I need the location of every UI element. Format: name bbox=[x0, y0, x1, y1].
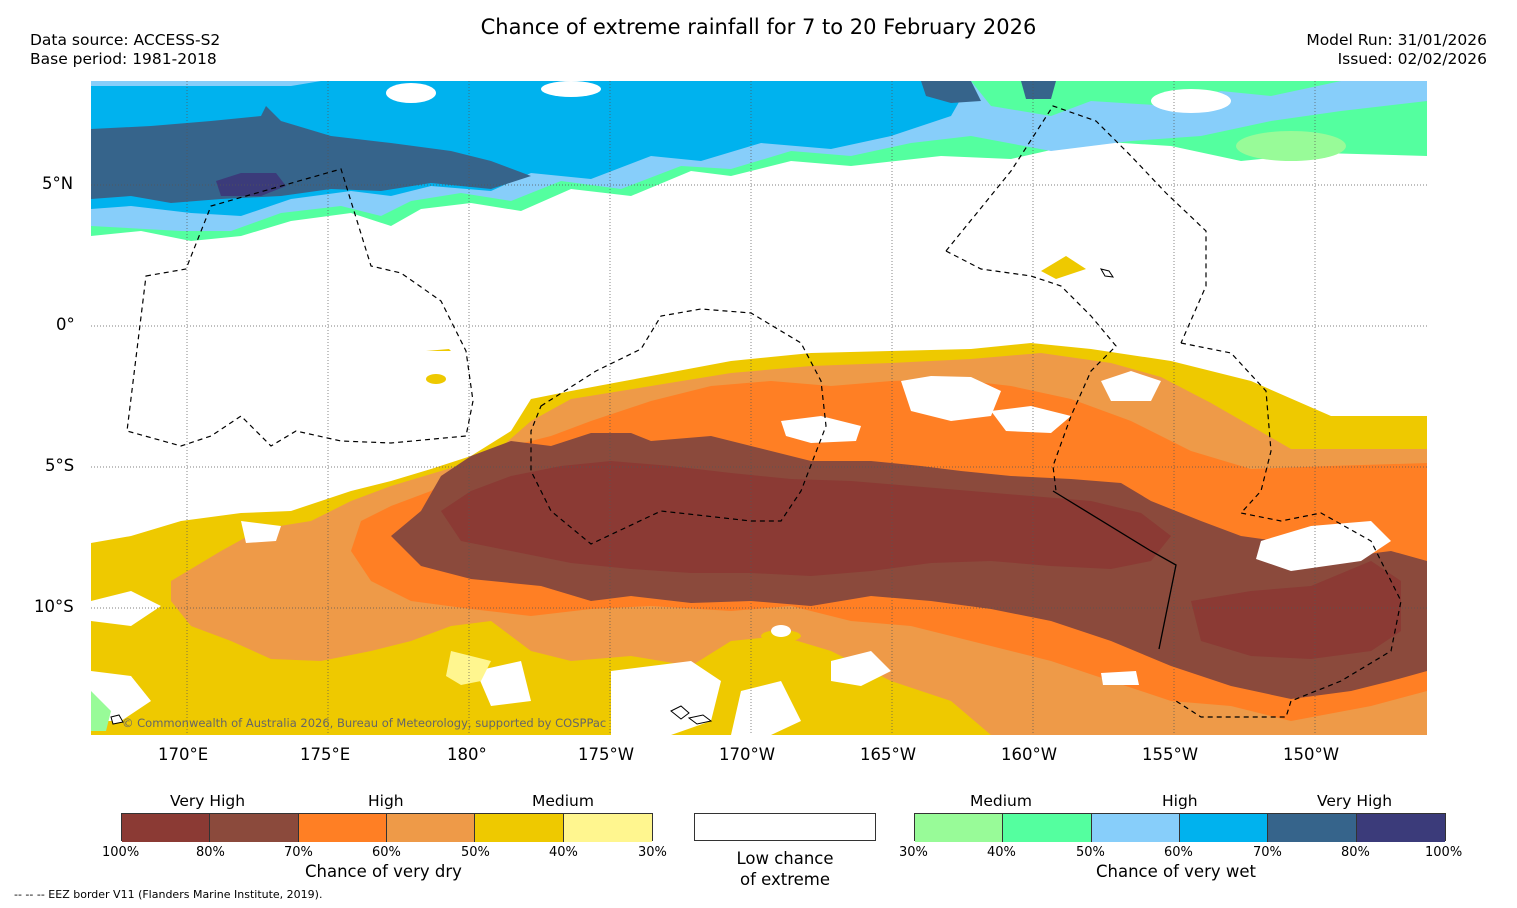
lon-label-160w: 160°W bbox=[1001, 745, 1058, 764]
lon-label-170w: 170°W bbox=[719, 745, 776, 764]
eez-borders bbox=[126, 105, 1402, 718]
legend-swatch bbox=[563, 814, 652, 842]
lon-label-180: 180° bbox=[447, 745, 487, 764]
legend-swatch bbox=[210, 814, 299, 842]
dry-tick: 70% bbox=[284, 845, 313, 860]
wet-tick: 80% bbox=[1341, 845, 1370, 860]
wet-cat-very-high: Very High bbox=[1317, 792, 1393, 810]
dry-tick: 40% bbox=[549, 845, 578, 860]
islands bbox=[110, 268, 1115, 725]
wet-caption: Chance of very wet bbox=[1096, 862, 1256, 881]
dry-vvhigh-region bbox=[441, 461, 1171, 576]
legend-swatch bbox=[475, 814, 564, 842]
wet-tick: 100% bbox=[1425, 845, 1463, 860]
legend-swatch bbox=[915, 814, 1004, 842]
low-chance-line1: Low chance bbox=[736, 849, 834, 868]
wet-top-region bbox=[216, 173, 286, 196]
legend-swatch bbox=[1003, 814, 1092, 842]
low-chance-swatch bbox=[694, 813, 876, 841]
lat-label-0: 0° bbox=[56, 315, 75, 334]
legend-swatch bbox=[1268, 814, 1357, 842]
low-chance-label: Low chance of extreme bbox=[694, 848, 876, 890]
lon-label-165w: 165°W bbox=[860, 745, 917, 764]
map-title: Chance of extreme rainfall for 7 to 20 F… bbox=[480, 15, 1037, 39]
model-run: Model Run: 31/01/2026 bbox=[1306, 31, 1487, 49]
dry-cat-very-high: Very High bbox=[170, 792, 246, 810]
lon-label-175w: 175°W bbox=[578, 745, 635, 764]
dry-tick: 50% bbox=[461, 845, 490, 860]
lon-label-155w: 155°W bbox=[1142, 745, 1199, 764]
lat-label-10s: 10°S bbox=[34, 597, 74, 616]
wet-vvhigh-region bbox=[91, 106, 531, 203]
low-chance-line2: of extreme bbox=[739, 870, 831, 889]
base-period: Base period: 1981-2018 bbox=[30, 50, 217, 68]
legend-swatch bbox=[1091, 814, 1180, 842]
wet-tick: 50% bbox=[1076, 845, 1105, 860]
wet-tick: 30% bbox=[899, 845, 928, 860]
dry-cat-medium: Medium bbox=[532, 792, 594, 810]
wet-cat-high: High bbox=[1162, 792, 1198, 810]
dry-caption: Chance of very dry bbox=[305, 862, 462, 881]
data-source: Data source: ACCESS-S2 bbox=[30, 31, 221, 49]
wet-tick: 60% bbox=[1164, 845, 1193, 860]
source-info: Data source: ACCESS-S2 Base period: 1981… bbox=[30, 31, 220, 69]
legend-swatch bbox=[122, 814, 211, 842]
copyright-notice: © Commonwealth of Australia 2026, Bureau… bbox=[122, 716, 607, 730]
dry-tick: 80% bbox=[196, 845, 225, 860]
wet-tick: 70% bbox=[1253, 845, 1282, 860]
rainfall-map[interactable] bbox=[91, 81, 1427, 735]
dry-tick: 30% bbox=[638, 845, 667, 860]
legend-swatch bbox=[1356, 814, 1445, 842]
lat-label-5s: 5°S bbox=[45, 456, 75, 475]
lon-label-150w: 150°W bbox=[1283, 745, 1340, 764]
legend-swatch bbox=[298, 814, 387, 842]
lon-label-175e: 175°E bbox=[300, 745, 351, 764]
dry-tick: 100% bbox=[102, 845, 140, 860]
run-info: Model Run: 31/01/2026 Issued: 02/02/2026 bbox=[1306, 31, 1487, 69]
wet-color-bar bbox=[914, 813, 1446, 842]
lon-label-170e: 170°E bbox=[158, 745, 209, 764]
solid-border bbox=[1052, 490, 1177, 650]
eez-footnote: -- -- -- EEZ border V11 (Flanders Marine… bbox=[14, 888, 323, 901]
wet-cat-medium: Medium bbox=[970, 792, 1032, 810]
dry-tick: 60% bbox=[372, 845, 401, 860]
wet-tick: 40% bbox=[987, 845, 1016, 860]
dry-color-bar bbox=[121, 813, 653, 842]
legend-swatch bbox=[387, 814, 476, 842]
dry-cat-high: High bbox=[368, 792, 404, 810]
issued-date: Issued: 02/02/2026 bbox=[1337, 50, 1487, 68]
lat-label-5n: 5°N bbox=[42, 174, 74, 193]
legend-swatch bbox=[1180, 814, 1269, 842]
